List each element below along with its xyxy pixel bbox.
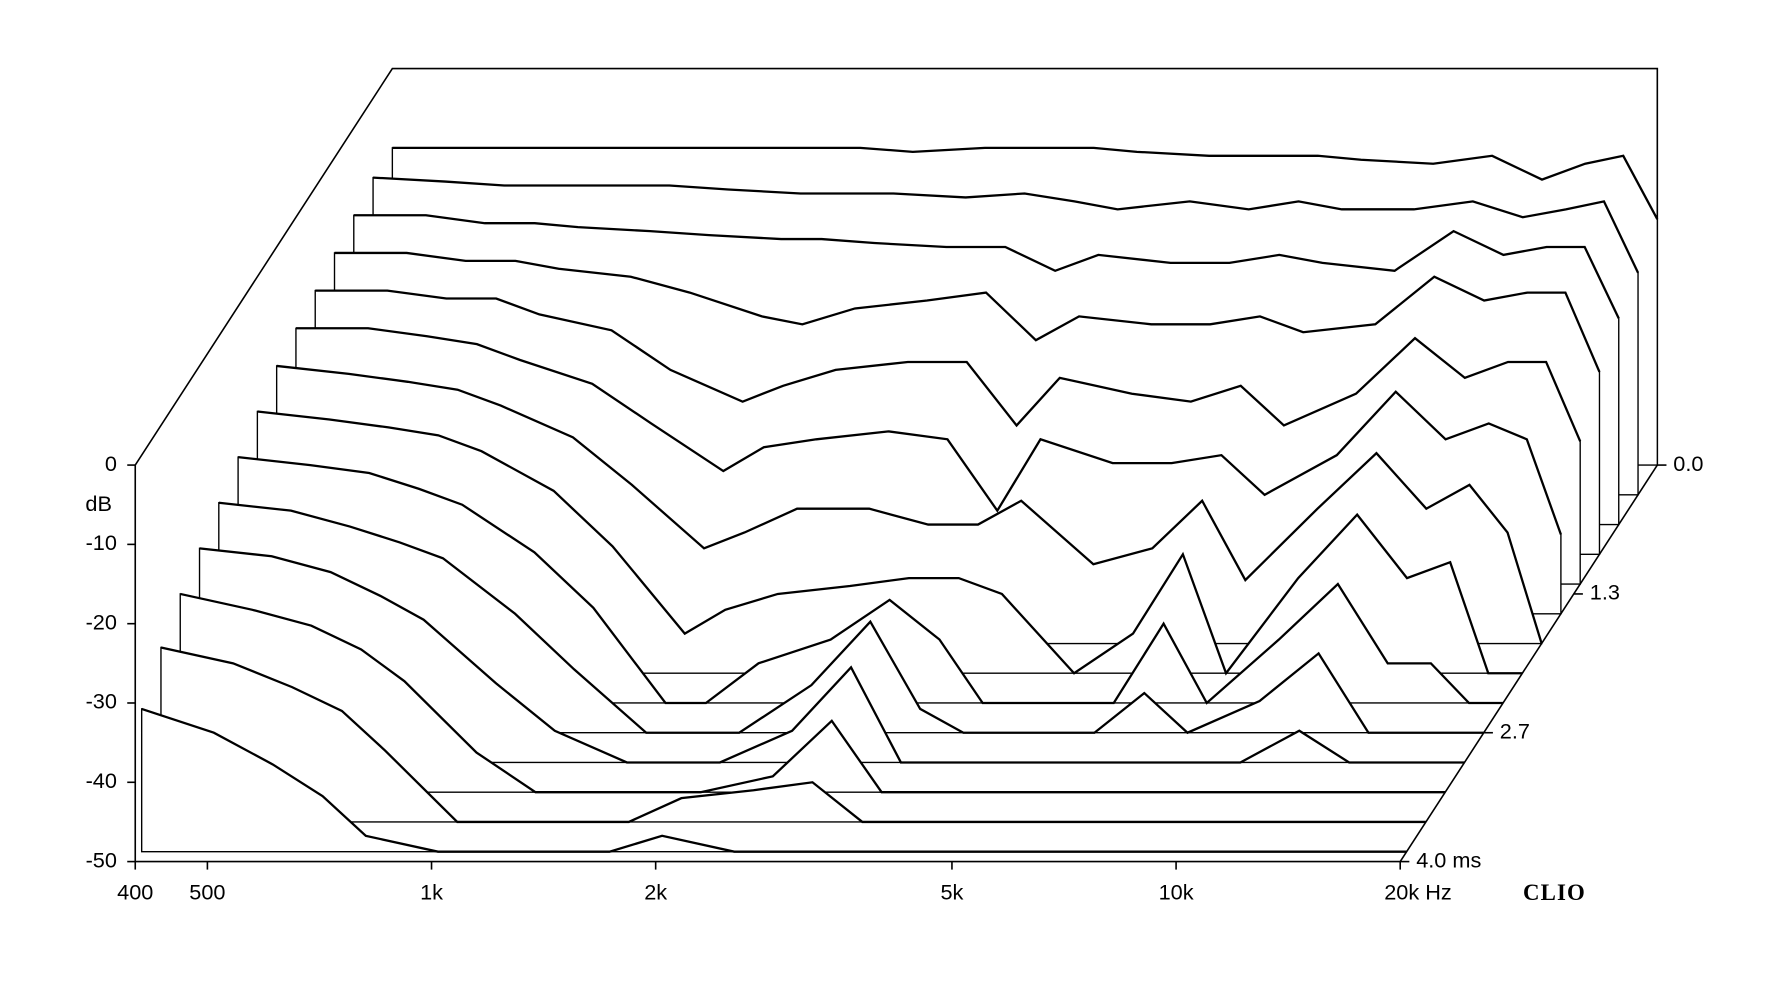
slice-line xyxy=(141,707,1407,853)
slice-line xyxy=(315,289,1582,442)
x-tick-label: 20k Hz xyxy=(1384,879,1452,904)
slice-line xyxy=(276,364,1543,644)
slice-line xyxy=(392,146,1659,220)
slice-line xyxy=(257,410,1523,676)
slice-line xyxy=(237,456,1504,705)
z-axis xyxy=(1399,464,1658,863)
slice-line xyxy=(334,251,1601,373)
z-tick-label: 4.0 ms xyxy=(1416,847,1481,872)
y-tick-label: -30 xyxy=(86,689,117,714)
slice-line xyxy=(218,501,1484,735)
z-tick-label: 1.3 xyxy=(1590,580,1620,605)
slice-line xyxy=(179,592,1446,794)
x-tick-label: 1k xyxy=(420,879,443,904)
x-tick-label: 10k xyxy=(1159,879,1194,904)
brand: CLIO xyxy=(1523,880,1586,905)
slice-line xyxy=(373,176,1640,274)
slice-line xyxy=(199,547,1465,764)
z-tick-label: 2.7 xyxy=(1500,718,1530,743)
y-tick-label: -40 xyxy=(86,768,117,793)
slice-line xyxy=(353,214,1620,319)
x-tick-label: 5k xyxy=(940,879,963,904)
x-tick-label: 500 xyxy=(189,879,225,904)
x-tick-label: 400 xyxy=(117,879,153,904)
y-tick-label: -50 xyxy=(86,847,117,872)
y-tick-label: 0 xyxy=(105,451,117,476)
y-tick-label: -20 xyxy=(86,609,117,634)
slice-line xyxy=(295,327,1562,535)
y-axis-label: dB xyxy=(85,491,112,516)
z-tick-label: 0.0 xyxy=(1673,451,1703,476)
slice-line xyxy=(160,646,1426,824)
y-tick-label: -10 xyxy=(86,530,117,555)
x-tick-label: 2k xyxy=(644,879,667,904)
